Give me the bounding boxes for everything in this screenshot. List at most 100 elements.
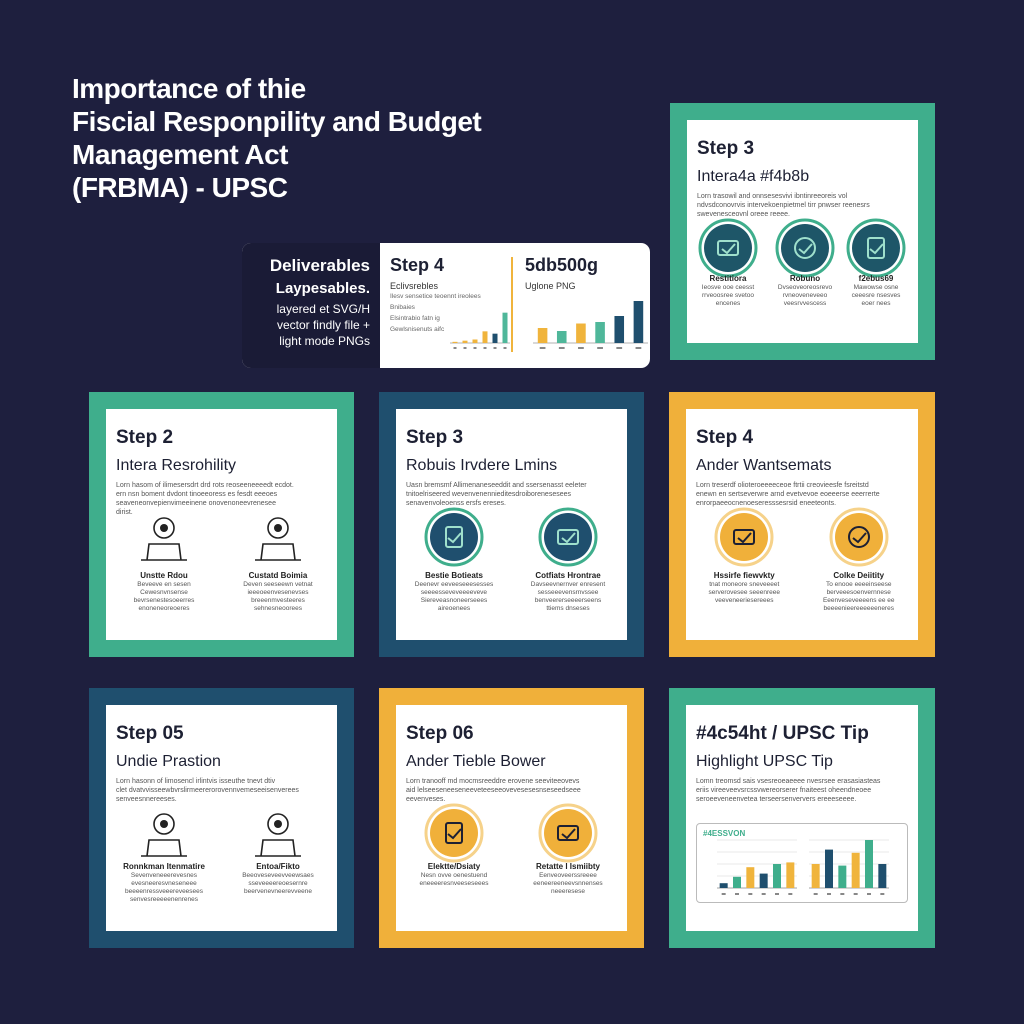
- bar: [773, 864, 781, 888]
- tick: [558, 347, 565, 349]
- item-text: benveererseeeerseens: [534, 597, 602, 604]
- icon-glyph: [557, 529, 579, 545]
- icon-disc: [544, 809, 592, 857]
- icon: [538, 803, 598, 863]
- item-text: beervenevneerevveene: [244, 888, 312, 895]
- item-text: bevrsenestesoeerres: [133, 597, 195, 604]
- item-text: Mawowse osne: [853, 284, 899, 291]
- card-body: Step 05 Undie Prastion Lorn hasonn of limo…: [106, 705, 337, 931]
- item-text: sseveeeereoesernre: [248, 880, 308, 887]
- panel-text: Gewlsnisenuts aifc: [390, 326, 445, 333]
- item-text: neeeresese: [551, 888, 585, 895]
- panel-text: Ilesv sensetice teoennt ireolees: [390, 293, 481, 300]
- card-title: Intera Resrohility: [116, 457, 237, 474]
- tick: [735, 893, 739, 895]
- bar: [462, 340, 468, 343]
- card-text-line: enrorpaeeocnenoeseresssesrsid eneeteonts…: [696, 500, 837, 507]
- tick: [463, 347, 467, 349]
- item-text: beeeenieereeeeeeneres: [823, 605, 894, 612]
- item-label: Ronnkman Itenmatire: [123, 862, 205, 871]
- card-text-line: senveesnnereeses.: [116, 796, 177, 803]
- card-item: Elektte/Dsiaty Nesn ovve oenestuend eneeee…: [404, 861, 504, 888]
- icon-disc: [852, 224, 900, 272]
- item-text: rrveoosree svetoo: [701, 292, 755, 299]
- bar: [595, 322, 605, 343]
- item-text: senvesreeeeenenrenes: [130, 896, 198, 903]
- bar: [472, 339, 478, 343]
- panel-title: Step 4: [390, 255, 445, 275]
- tick: [880, 893, 885, 895]
- item-text: Eenveoveerssreeee: [539, 872, 597, 879]
- bar: [811, 864, 820, 888]
- tick: [721, 893, 726, 895]
- item-text: Ieosve ooe ceesst: [701, 284, 755, 291]
- item-text: ceeesre nsesves: [851, 292, 901, 299]
- card-step: Step 3: [697, 138, 755, 159]
- panel-subtitle: Uglone PNG: [525, 281, 576, 291]
- icon-disc: [544, 513, 592, 561]
- card-title: Undie Prastion: [116, 753, 221, 770]
- icon-disc: [834, 513, 883, 561]
- item-text: Cewesnvnsense: [140, 589, 188, 596]
- item-text: Beeoveseveevveewsaes: [242, 872, 314, 879]
- tick: [867, 893, 871, 895]
- card-body: Step 3 Robuis Irvdere Lmins Uasn bremsmf A…: [396, 409, 627, 640]
- tick: [761, 893, 766, 895]
- deliverables-side: Deliverables Laypesables. layered et SVG…: [242, 243, 380, 368]
- icon-line: [267, 517, 289, 539]
- icon: [141, 813, 187, 857]
- step-card: Step 06 Ander Tieble Bower Lorn tranooff m…: [379, 688, 644, 948]
- item-label: Unstte Rdou: [140, 571, 188, 580]
- item-text: ieeeoeenvesenevses: [247, 589, 309, 596]
- icon: [538, 507, 598, 567]
- card-text-line: enewn en sertseverwre arnd evetvevoe eoe…: [696, 491, 880, 498]
- card-text-line: Lorn trasowil and onnsesesvivi ibntinree…: [697, 193, 848, 200]
- bar: [733, 876, 741, 888]
- card-item: Custatd Boimia Deven seeseewn vetnat ieeeo…: [228, 570, 328, 613]
- icon-disc: [430, 809, 478, 857]
- item-text: breeenmvesteeres: [251, 597, 305, 604]
- step-card: Step 05 Undie Prastion Lorn hasonn of limo…: [89, 688, 354, 948]
- bar: [556, 331, 567, 343]
- icon-glyph: [447, 828, 462, 840]
- icon-glyph: [717, 240, 739, 256]
- panel-text: Elsintrabio fatn ig: [390, 315, 440, 322]
- bar: [759, 873, 768, 888]
- icon-line: [255, 839, 301, 857]
- icon: [424, 803, 484, 863]
- icon: [255, 813, 301, 857]
- icon-line: [274, 820, 282, 828]
- bar: [719, 883, 728, 888]
- tick: [775, 893, 779, 895]
- bar: [878, 864, 887, 888]
- icon-glyph: [867, 237, 885, 259]
- item-text: Eeenveseveeeens ee ee: [822, 597, 895, 604]
- card-text-line: Lorn hasonn of limosencl irlintvis isseu…: [116, 778, 276, 785]
- tick: [453, 347, 457, 349]
- item-text: ttiems dnseses: [546, 605, 590, 612]
- item-text: rvneoveneveeo: [782, 292, 828, 299]
- card-text-line: Lorn hasom of ilimesersdrt drd rots reos…: [116, 482, 294, 489]
- panel-subtitle: Eclivsrebles: [390, 281, 439, 291]
- title-line: Management Act: [72, 139, 289, 170]
- chart-box: #4ESSVON: [696, 823, 908, 903]
- item-text: berveeesoenvernnese: [826, 589, 891, 596]
- mini-chart: [450, 312, 510, 349]
- card-title: Robuis Irvdere Lmins: [406, 457, 558, 474]
- deliverables-chart-panel: Step 4 Eclivsrebles Ilesv sensetice teoenn…: [390, 243, 520, 368]
- card-text-line: aid lelseeseneeseneeveteeseeovevesesesns…: [406, 787, 581, 794]
- item-label: f2ebus69: [858, 274, 894, 283]
- item-text: Sevenveneeerevesnes: [130, 872, 198, 879]
- card-text-line: ndvsdconovrvis intervekoenpietmel tirr p…: [697, 202, 870, 209]
- step-card: Step 3 Robuis Irvdere Lmins Uasn bremsmf A…: [379, 392, 644, 657]
- card-item: Ronnkman Itenmatire Sevenveneeerevesnes ev…: [114, 861, 214, 904]
- card-text-line: clet dvatvvisseewbvrslirmeererorovennvem…: [116, 787, 299, 794]
- card-body: Step 4 Ander Wantsemats Lorn treserdf olio…: [686, 409, 918, 640]
- item-text: Deven seeseewn vetnat: [243, 581, 313, 588]
- deliverables-line: layered et SVG/H: [276, 302, 370, 316]
- card-body: Step 2 Intera Resrohility Lorn hasom of il…: [106, 409, 337, 640]
- card-text-line: eriis vireeveevsrcssvwereorserer fnaitee…: [696, 787, 872, 794]
- icon: [775, 218, 835, 278]
- icon-glyph: [561, 828, 576, 840]
